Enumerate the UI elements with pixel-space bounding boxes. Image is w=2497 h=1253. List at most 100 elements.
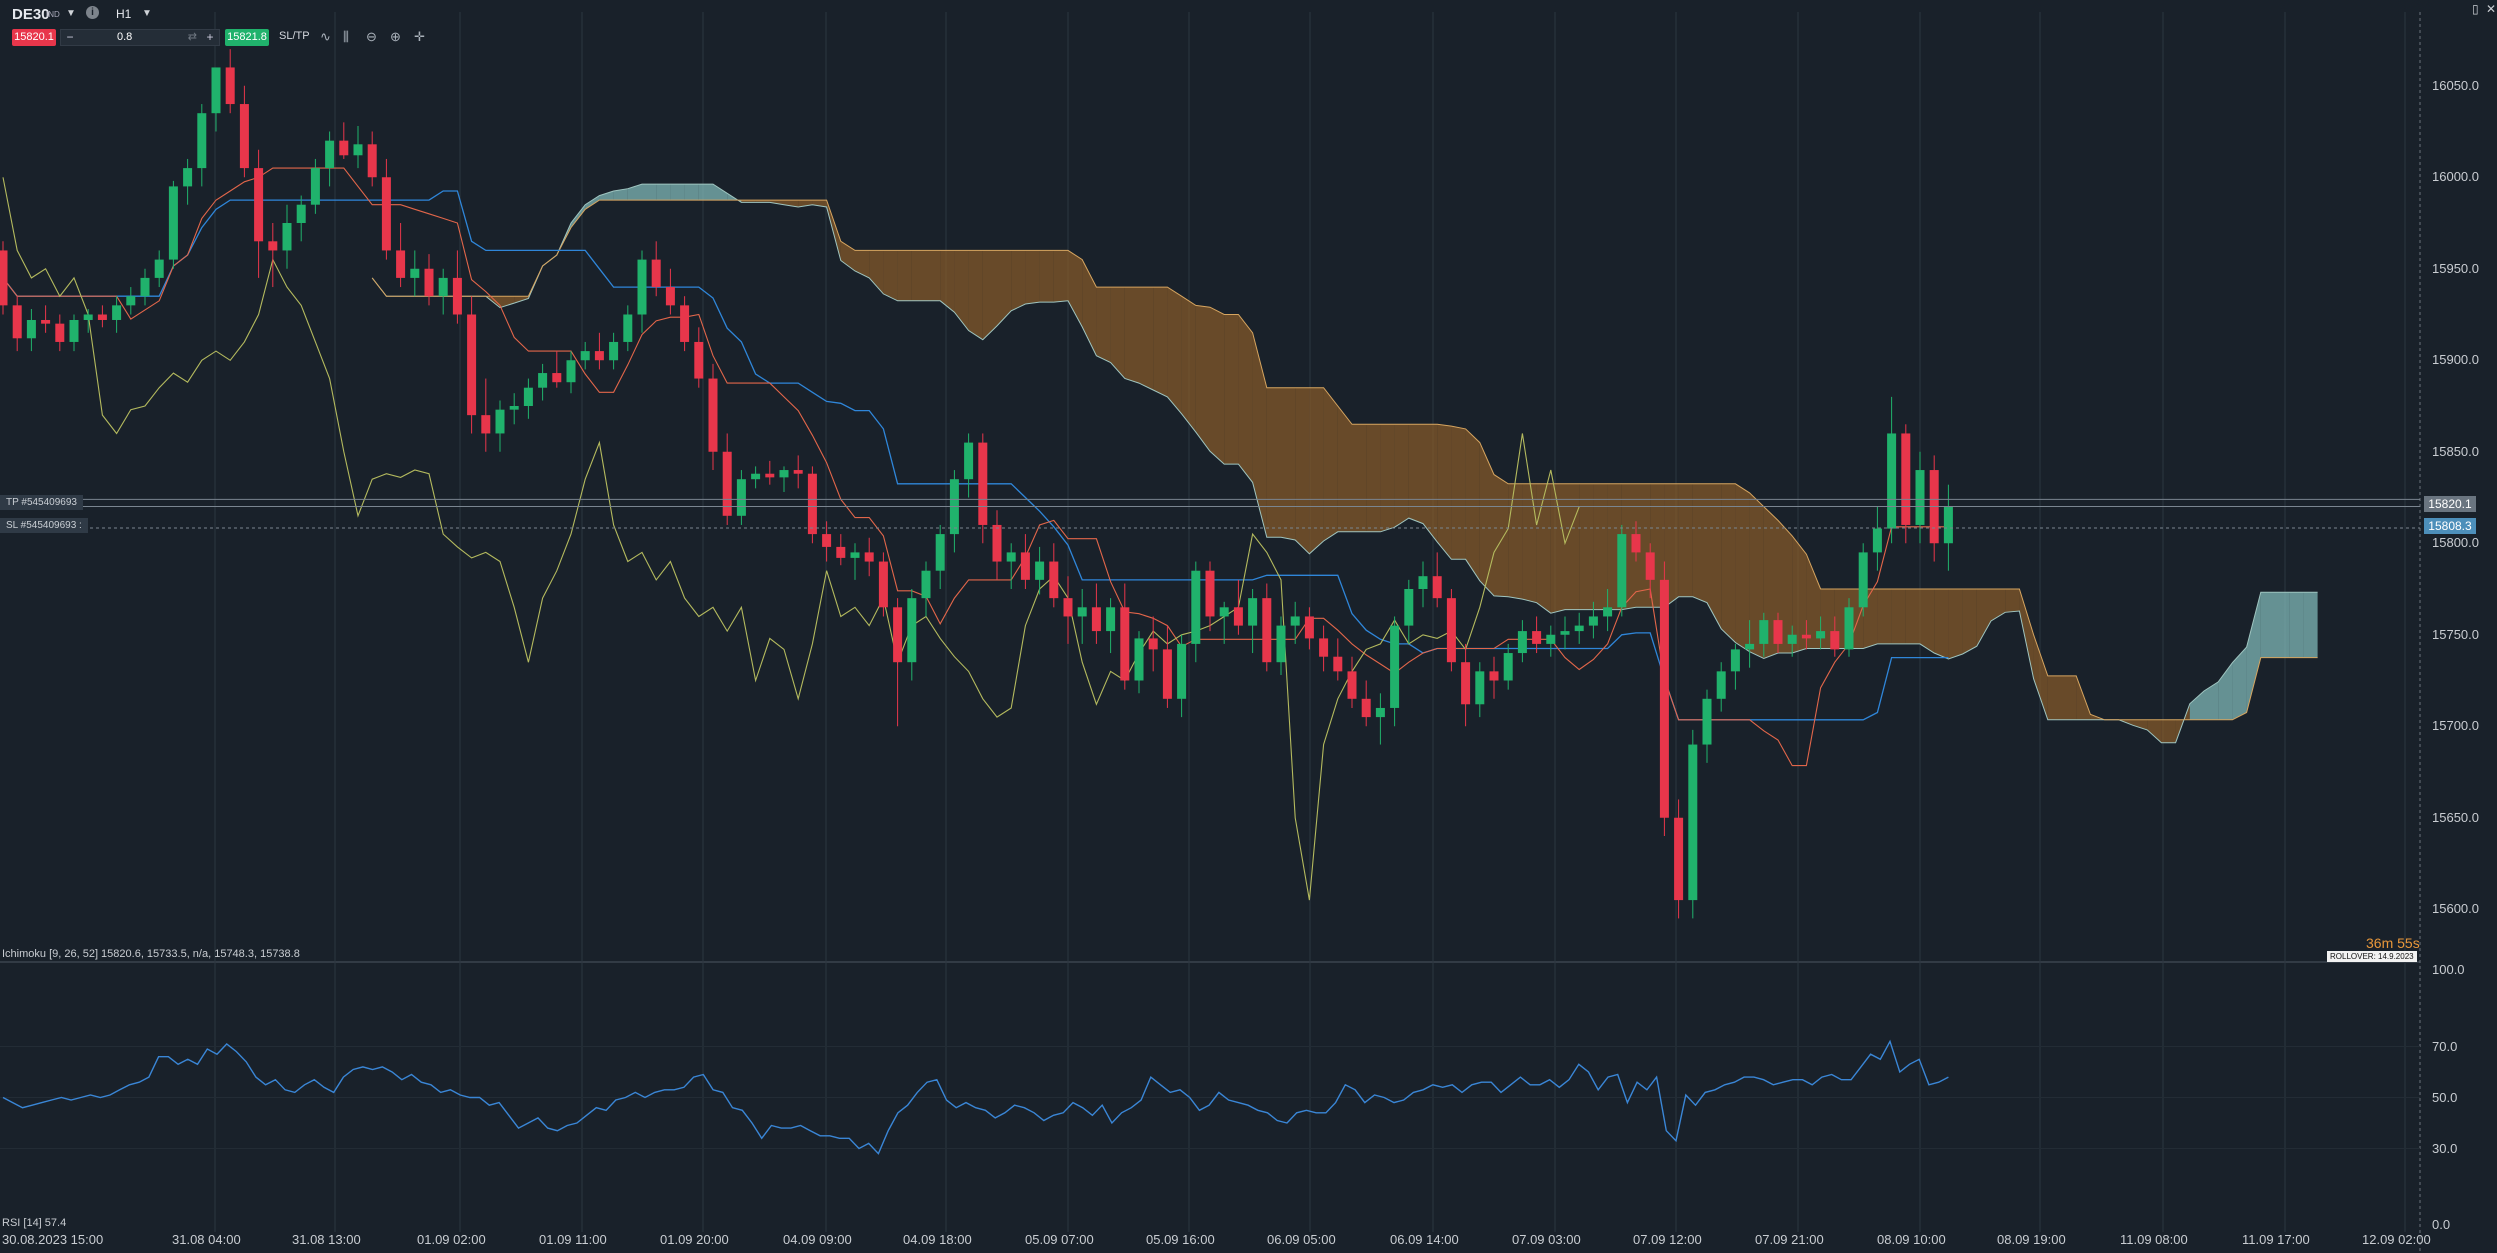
sltp-button[interactable]: SL/TP bbox=[279, 30, 310, 42]
ichimoku-cloud-segment bbox=[2062, 675, 2077, 720]
ichimoku-cloud-segment bbox=[585, 195, 600, 210]
ichimoku-cloud-segment bbox=[500, 296, 515, 308]
time-tick-label: 08.09 19:00 bbox=[1997, 1232, 2066, 1247]
candle-body bbox=[1233, 607, 1243, 626]
sell-button[interactable]: 15820.1 bbox=[12, 29, 56, 46]
line-chart-icon[interactable]: ∿ bbox=[320, 29, 331, 44]
candle-body bbox=[538, 373, 548, 388]
candle-body bbox=[1205, 570, 1215, 617]
ichimoku-cloud-segment bbox=[1309, 387, 1324, 554]
ichimoku-cloud-segment bbox=[840, 241, 855, 272]
candle-body bbox=[225, 67, 235, 105]
ichimoku-kijun-line bbox=[2, 190, 1949, 721]
sl-price-label: 15808.3 bbox=[2424, 518, 2476, 534]
close-icon[interactable]: ✕ bbox=[2486, 2, 2497, 16]
ichimoku-cloud-segment bbox=[1380, 424, 1395, 532]
candle-body bbox=[793, 470, 803, 474]
price-tick-label: 15600.0 bbox=[2432, 901, 2479, 917]
candle-body bbox=[623, 314, 633, 342]
ichimoku-cloud-segment bbox=[1068, 250, 1083, 327]
time-tick-label: 06.09 05:00 bbox=[1267, 1232, 1336, 1247]
candle-body bbox=[83, 314, 93, 320]
candle-body bbox=[736, 479, 746, 516]
time-tick-label: 04.09 09:00 bbox=[783, 1232, 852, 1247]
candle-body bbox=[509, 406, 519, 410]
candle-body bbox=[1191, 570, 1201, 644]
ichimoku-cloud-segment bbox=[1593, 483, 1608, 610]
candle-body bbox=[552, 373, 562, 383]
candle-body bbox=[168, 186, 178, 260]
volume-decrease-button[interactable]: − bbox=[66, 30, 74, 44]
ichimoku-cloud-segment bbox=[2005, 589, 2020, 613]
ichimoku-cloud-segment bbox=[2218, 662, 2233, 720]
ichimoku-cloud-segment bbox=[684, 184, 699, 201]
zoom-in-icon[interactable]: ⊕ bbox=[390, 29, 401, 44]
price-tick-label: 15650.0 bbox=[2432, 809, 2479, 825]
timeframe-select[interactable]: H1 bbox=[116, 7, 132, 21]
rsi-tick-label: 50.0 bbox=[2432, 1089, 2458, 1105]
ichimoku-cloud-segment bbox=[1139, 287, 1154, 390]
zoom-out-icon[interactable]: ⊖ bbox=[366, 29, 377, 44]
candle-body bbox=[0, 250, 8, 306]
refresh-icon[interactable]: ⇄ bbox=[187, 31, 197, 43]
candle-body bbox=[779, 470, 789, 478]
ichimoku-cloud-segment bbox=[982, 250, 997, 340]
ichimoku-cloud-segment bbox=[897, 250, 912, 301]
time-tick-label: 07.09 03:00 bbox=[1512, 1232, 1581, 1247]
timeframe-dropdown-icon[interactable]: ▼ bbox=[142, 8, 152, 19]
rsi-tick-label: 70.0 bbox=[2432, 1038, 2458, 1054]
ichimoku-cloud-segment bbox=[1991, 589, 2006, 622]
candle-body bbox=[1787, 634, 1797, 644]
price-tick-label: 15750.0 bbox=[2432, 626, 2479, 642]
ichimoku-cloud-segment bbox=[1934, 589, 1949, 659]
time-tick-label: 01.09 02:00 bbox=[417, 1232, 486, 1247]
crosshair-icon[interactable]: ✛ bbox=[414, 29, 425, 44]
ichimoku-span-a bbox=[371, 183, 2318, 744]
ichimoku-legend[interactable]: Ichimoku [9, 26, 52] 15820.6, 15733.5, n… bbox=[2, 948, 300, 960]
candle-body bbox=[1830, 631, 1840, 650]
candle-body bbox=[1574, 625, 1584, 632]
candle-body bbox=[339, 140, 349, 156]
candle-body bbox=[935, 534, 945, 571]
rsi-legend[interactable]: RSI [14] 57.4 bbox=[2, 1217, 67, 1229]
ichimoku-cloud-segment bbox=[798, 200, 813, 207]
candle-body bbox=[1361, 698, 1371, 718]
buy-button[interactable]: 15821.8 bbox=[225, 29, 269, 46]
time-tick-label: 11.09 08:00 bbox=[2120, 1232, 2188, 1247]
ichimoku-cloud-segment bbox=[869, 250, 884, 294]
ichimoku-cloud-segment bbox=[1806, 554, 1821, 649]
info-icon[interactable]: i bbox=[86, 6, 99, 19]
candle-body bbox=[594, 351, 604, 361]
ichimoku-cloud-segment bbox=[627, 184, 642, 201]
ichimoku-cloud-segment bbox=[1195, 305, 1210, 452]
window-restore-icon[interactable]: ▯ bbox=[2472, 2, 2479, 16]
ichimoku-cloud-segment bbox=[1153, 287, 1168, 397]
candle-body bbox=[1603, 607, 1613, 617]
ichimoku-cloud-segment bbox=[1366, 424, 1381, 532]
symbol-dropdown-icon[interactable]: ▼ bbox=[66, 8, 76, 19]
ichimoku-cloud-segment bbox=[741, 200, 756, 203]
candle-body bbox=[1134, 638, 1144, 681]
volume-value[interactable]: 0.8 bbox=[117, 31, 133, 43]
candle-body bbox=[495, 409, 505, 434]
time-tick-label: 01.09 11:00 bbox=[539, 1232, 607, 1247]
symbol-name[interactable]: DE30 bbox=[12, 6, 50, 23]
sl-order-label[interactable]: SL #545409693 : bbox=[0, 518, 88, 533]
ichimoku-cloud-segment bbox=[1337, 406, 1352, 532]
candle-body bbox=[722, 451, 732, 516]
candle-body bbox=[1631, 534, 1641, 553]
ichimoku-cloud-segment bbox=[1082, 259, 1097, 356]
candle-body bbox=[254, 168, 264, 242]
candle-body bbox=[978, 442, 988, 525]
volume-increase-button[interactable]: + bbox=[206, 30, 214, 44]
candle-body bbox=[1901, 433, 1911, 525]
candles-icon[interactable]: ⫼ bbox=[343, 29, 349, 44]
candle-body bbox=[381, 177, 391, 251]
volume-stepper[interactable]: − 0.8 ⇄ + bbox=[60, 29, 220, 46]
candle-body bbox=[481, 415, 491, 434]
candle-body bbox=[1035, 561, 1045, 580]
candle-body bbox=[1375, 707, 1385, 718]
candle-body bbox=[1106, 607, 1116, 632]
tp-order-label[interactable]: TP #545409693 bbox=[0, 495, 83, 510]
